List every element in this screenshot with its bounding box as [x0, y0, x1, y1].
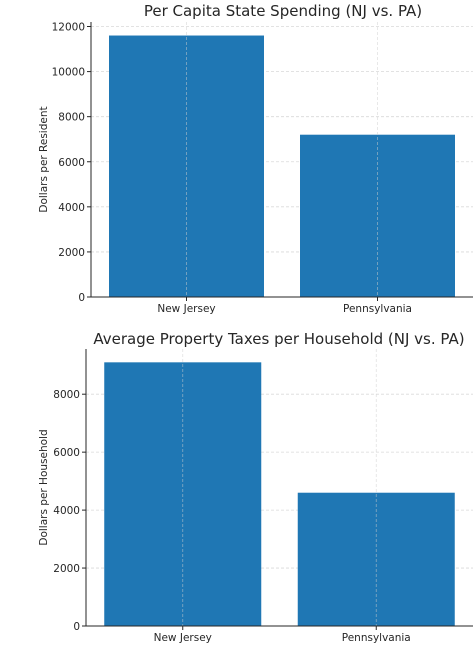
y-tick-label: 4000 [53, 505, 80, 517]
y-tick-label: 8000 [58, 112, 85, 124]
y-tick-label: 2000 [58, 247, 85, 259]
chart-property-taxes: Average Property Taxes per Household (NJ… [38, 330, 473, 644]
y-tick-label: 6000 [58, 157, 85, 169]
y-tick-label: 6000 [53, 447, 80, 459]
y-axis-label: Dollars per Household [38, 429, 50, 545]
chart-title: Per Capita State Spending (NJ vs. PA) [144, 2, 422, 20]
x-tick-label: New Jersey [154, 632, 212, 644]
y-tick-label: 2000 [53, 563, 80, 575]
y-tick-label: 10000 [52, 67, 85, 79]
y-tick-label: 4000 [58, 202, 85, 214]
y-tick-label: 8000 [53, 389, 80, 401]
y-tick-label: 0 [78, 292, 85, 304]
y-tick-label: 0 [73, 621, 80, 633]
chart-title: Average Property Taxes per Household (NJ… [93, 330, 464, 348]
x-tick-label: Pennsylvania [343, 303, 412, 315]
y-axis-label: Dollars per Resident [38, 106, 50, 212]
y-tick-label: 12000 [52, 22, 85, 34]
x-tick-label: New Jersey [157, 303, 215, 315]
chart-per-capita-spending: Per Capita State Spending (NJ vs. PA) Do… [38, 2, 473, 315]
x-tick-label: Pennsylvania [342, 632, 411, 644]
